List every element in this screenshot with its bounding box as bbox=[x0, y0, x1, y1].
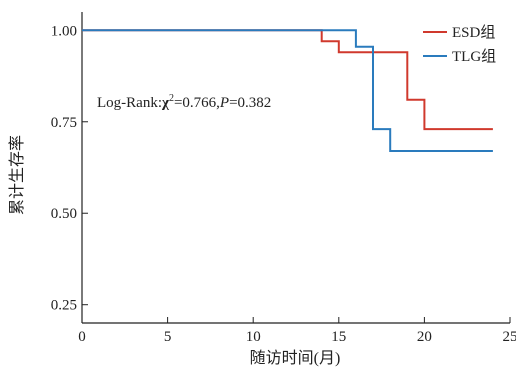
y-tick-label: 0.75 bbox=[51, 115, 77, 131]
x-tick-label: 0 bbox=[78, 329, 86, 345]
axes: 0 5 10 15 20 25 0.25 0.50 0.75 1.00 bbox=[51, 12, 516, 345]
annotation-chi: χ bbox=[161, 95, 170, 111]
x-tick-label: 5 bbox=[164, 329, 172, 345]
y-tick-label: 0.25 bbox=[51, 298, 77, 314]
legend: ESD组 TLG组 bbox=[423, 24, 496, 65]
legend-label-tlg: TLG组 bbox=[452, 48, 496, 65]
y-axis-label: 累计生存率 bbox=[8, 135, 26, 215]
annotation-p: P bbox=[219, 95, 229, 111]
legend-label-esd: ESD组 bbox=[452, 24, 495, 41]
annotation-chi-value: =0.766, bbox=[174, 95, 220, 111]
annotation-prefix: Log-Rank: bbox=[97, 95, 162, 111]
series-layer bbox=[82, 29, 493, 152]
x-tick-label: 25 bbox=[503, 329, 516, 345]
x-tick-label: 15 bbox=[331, 329, 346, 345]
annotation-p-value: =0.382 bbox=[229, 95, 271, 111]
x-tick-label: 10 bbox=[246, 329, 261, 345]
log-rank-annotation: Log-Rank:χ2=0.766,P=0.382 bbox=[97, 93, 271, 111]
series-line-esd bbox=[82, 29, 493, 131]
series-line-tlg bbox=[82, 29, 493, 152]
annotation-superscript: 2 bbox=[169, 93, 174, 104]
y-tick-label: 0.50 bbox=[51, 206, 77, 222]
y-tick-label: 1.00 bbox=[51, 23, 77, 39]
x-tick-label: 20 bbox=[417, 329, 432, 345]
x-axis-label: 随访时间(月) bbox=[250, 349, 341, 367]
